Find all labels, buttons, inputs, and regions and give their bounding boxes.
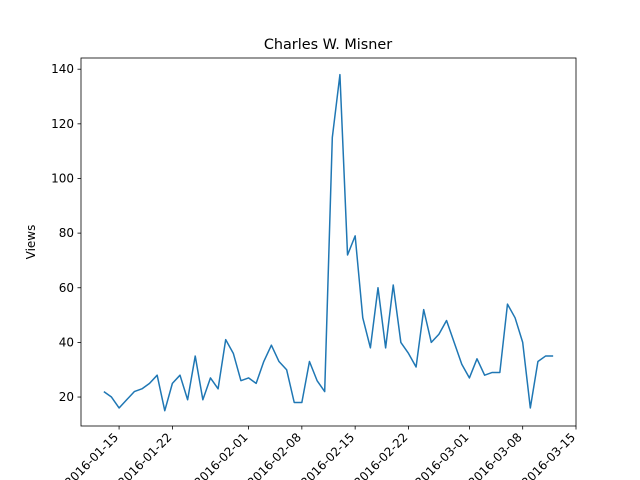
- data-line: [103, 73, 554, 412]
- plot-frame: [80, 57, 577, 427]
- y-tick-label: 20: [59, 390, 74, 404]
- y-tick-label: 60: [59, 281, 74, 295]
- y-tick-label: 40: [59, 335, 74, 349]
- y-tick-label: 100: [51, 171, 74, 185]
- y-axis-label: Views: [24, 225, 38, 260]
- y-tick-label: 140: [51, 62, 74, 76]
- y-tick-label: 120: [51, 117, 74, 131]
- chart-title: Charles W. Misner: [264, 37, 392, 53]
- y-tick-label: 80: [59, 226, 74, 240]
